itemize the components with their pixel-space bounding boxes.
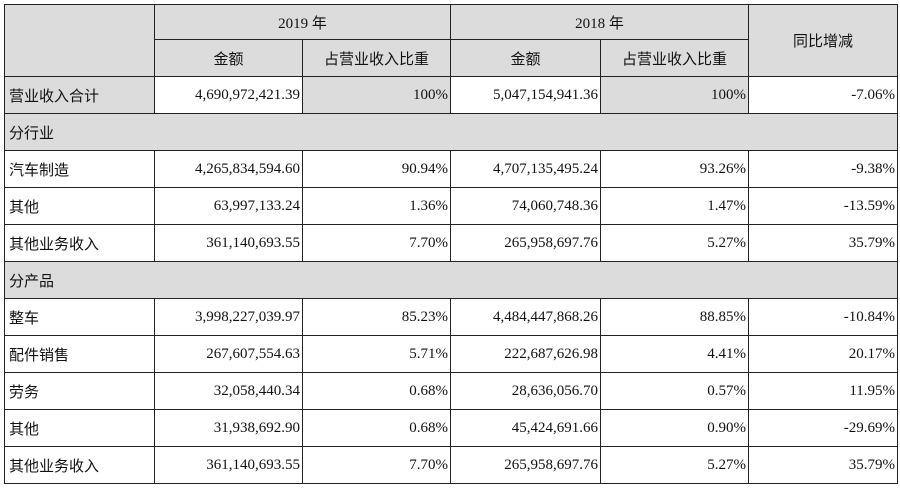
yoy: -13.59% xyxy=(748,187,899,225)
row-label: 其他 xyxy=(4,409,155,447)
row-label: 汽车制造 xyxy=(4,150,155,188)
table-row: 配件销售 267,607,554.63 5.71% 222,687,626.98… xyxy=(4,335,899,373)
amount-2018: 4,707,135,495.24 xyxy=(450,150,602,188)
ratio-2018: 1.47% xyxy=(600,187,750,225)
amount-2018: 74,060,748.36 xyxy=(450,187,602,225)
amount-2018: 222,687,626.98 xyxy=(450,335,602,373)
total-ratio-2019: 100% xyxy=(301,76,452,114)
revenue-breakdown-table: 2019 年 2018 年 同比增减 金额 占营业收入比重 金额 占营业收入比重… xyxy=(3,4,899,484)
table-row: 整车 3,998,227,039.97 85.23% 4,484,447,868… xyxy=(4,298,899,336)
row-label: 整车 xyxy=(4,298,155,336)
yoy: 11.95% xyxy=(748,372,899,410)
header-corner xyxy=(4,4,155,77)
amount-2019: 4,265,834,594.60 xyxy=(154,150,303,188)
header-2018: 2018 年 xyxy=(450,4,750,40)
row-label: 其他业务收入 xyxy=(4,224,155,262)
ratio-2019: 7.70% xyxy=(301,446,452,484)
ratio-2018: 88.85% xyxy=(600,298,750,336)
header-amount-2018: 金额 xyxy=(450,39,602,77)
row-label: 其他 xyxy=(4,187,155,225)
ratio-2019: 85.23% xyxy=(301,298,452,336)
amount-2018: 28,636,056.70 xyxy=(450,372,602,410)
ratio-2019: 1.36% xyxy=(301,187,452,225)
amount-2019: 63,997,133.24 xyxy=(154,187,303,225)
table-row: 其他 63,997,133.24 1.36% 74,060,748.36 1.4… xyxy=(4,187,899,225)
amount-2019: 361,140,693.55 xyxy=(154,224,303,262)
yoy: 35.79% xyxy=(748,446,899,484)
header-ratio-2018: 占营业收入比重 xyxy=(600,39,750,77)
table-row: 汽车制造 4,265,834,594.60 90.94% 4,707,135,4… xyxy=(4,150,899,188)
header-row-subcols: 金额 占营业收入比重 金额 占营业收入比重 xyxy=(5,39,898,77)
ratio-2018: 0.57% xyxy=(600,372,750,410)
header-yoy: 同比增减 xyxy=(748,4,899,77)
ratio-2018: 4.41% xyxy=(600,335,750,373)
amount-2019: 31,938,692.90 xyxy=(154,409,303,447)
header-2019: 2019 年 xyxy=(153,4,452,40)
ratio-2019: 5.71% xyxy=(301,335,452,373)
section-product-label: 分产品 xyxy=(3,261,899,299)
total-label: 营业收入合计 xyxy=(4,76,155,114)
amount-2019: 32,058,440.34 xyxy=(154,372,303,410)
amount-2018: 45,424,691.66 xyxy=(450,409,602,447)
yoy: 35.79% xyxy=(748,224,899,262)
table-row: 劳务 32,058,440.34 0.68% 28,636,056.70 0.5… xyxy=(4,372,899,410)
ratio-2019: 0.68% xyxy=(301,372,452,410)
ratio-2019: 7.70% xyxy=(301,224,452,262)
amount-2018: 265,958,697.76 xyxy=(450,224,602,262)
yoy: 20.17% xyxy=(748,335,899,373)
section-row-product: 分产品 xyxy=(3,261,899,299)
ratio-2019: 90.94% xyxy=(301,150,452,188)
amount-2018: 4,484,447,868.26 xyxy=(450,298,602,336)
row-label: 其他业务收入 xyxy=(4,446,155,484)
header-ratio-2019: 占营业收入比重 xyxy=(301,39,452,77)
amount-2019: 361,140,693.55 xyxy=(154,446,303,484)
table-row: 其他 31,938,692.90 0.68% 45,424,691.66 0.9… xyxy=(4,409,899,447)
amount-2019: 267,607,554.63 xyxy=(154,335,303,373)
table-row: 其他业务收入 361,140,693.55 7.70% 265,958,697.… xyxy=(4,446,899,484)
section-row-industry: 分行业 xyxy=(3,113,899,151)
total-yoy: -7.06% xyxy=(748,76,899,114)
ratio-2019: 0.68% xyxy=(301,409,452,447)
section-industry-label: 分行业 xyxy=(3,113,899,151)
total-amount-2019: 4,690,972,421.39 xyxy=(154,76,303,114)
amount-2019: 3,998,227,039.97 xyxy=(154,298,303,336)
ratio-2018: 0.90% xyxy=(600,409,750,447)
total-ratio-2018: 100% xyxy=(600,76,750,114)
table-row: 其他业务收入 361,140,693.55 7.70% 265,958,697.… xyxy=(4,224,899,262)
amount-2018: 265,958,697.76 xyxy=(450,446,602,484)
yoy: -9.38% xyxy=(748,150,899,188)
header-amount-2019: 金额 xyxy=(154,39,303,77)
ratio-2018: 93.26% xyxy=(600,150,750,188)
row-label: 劳务 xyxy=(4,372,155,410)
header-row-years: 2019 年 2018 年 同比增减 xyxy=(4,4,899,77)
ratio-2018: 5.27% xyxy=(600,224,750,262)
yoy: -29.69% xyxy=(748,409,899,447)
ratio-2018: 5.27% xyxy=(600,446,750,484)
yoy: -10.84% xyxy=(748,298,899,336)
total-row: 营业收入合计 4,690,972,421.39 100% 5,047,154,9… xyxy=(4,76,899,114)
total-amount-2018: 5,047,154,941.36 xyxy=(450,76,602,114)
row-label: 配件销售 xyxy=(4,335,155,373)
